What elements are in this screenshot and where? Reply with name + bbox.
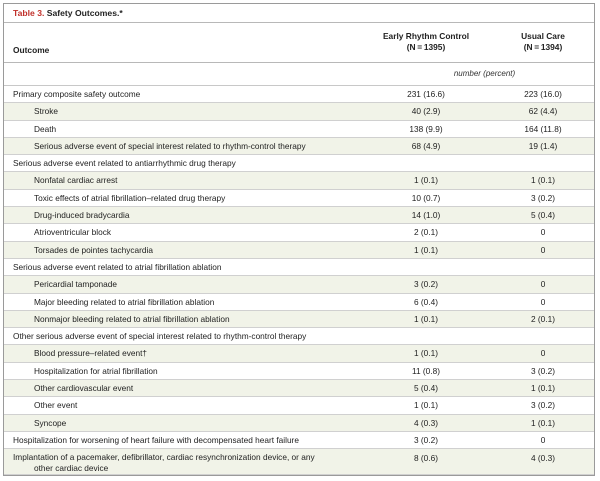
row-label: Death [34, 123, 57, 134]
header-usual-n: (N = 1394) [523, 42, 563, 52]
unit-label: number (percent) [453, 69, 516, 78]
cell-early-rhythm-control: 1 (0.1) [414, 313, 438, 324]
cell-usual-care: 0 [540, 244, 546, 255]
table-row: Implantation of a pacemaker, defibrillat… [4, 449, 594, 476]
table-frame: Table 3. Safety Outcomes.* Outcome Early… [3, 3, 595, 476]
cell-usual-care: 0 [540, 296, 546, 307]
row-label: Serious adverse event related to antiarr… [13, 158, 236, 169]
cell-usual-care: 164 (11.8) [524, 123, 562, 134]
cell-early-rhythm-control: 68 (4.9) [411, 140, 441, 151]
header-early-rhythm-control: Early Rhythm Control (N = 1395) [371, 31, 481, 53]
cell-early-rhythm-control: 138 (9.9) [409, 123, 443, 134]
row-label-continuation: other cardiac device [34, 463, 109, 474]
row-label: Pericardial tamponade [34, 279, 118, 290]
table-row: Serious adverse event of special interes… [4, 137, 594, 156]
cell-early-rhythm-control: 4 (0.3) [414, 417, 438, 428]
row-label: Serious adverse event of special interes… [34, 140, 306, 151]
table-row: Death 138 (9.9) 164 (11.8) [4, 121, 594, 138]
header-early-n: (N = 1395) [406, 42, 446, 52]
cell-usual-care: 223 (16.0) [524, 89, 562, 99]
cell-early-rhythm-control: 8 (0.6) [414, 453, 438, 464]
row-label: Nonmajor bleeding related to atrial fibr… [34, 313, 230, 324]
cell-usual-care: 1 (0.1) [531, 175, 555, 186]
row-label: Implantation of a pacemaker, defibrillat… [13, 452, 363, 474]
table-row: Serious adverse event related to antiarr… [4, 155, 594, 173]
table-row: Stroke 40 (2.9) 62 (4.4) [4, 103, 594, 121]
cell-usual-care: 0 [540, 434, 546, 445]
cell-usual-care: 1 (0.1) [531, 417, 555, 428]
table-row: Blood pressure–related event† 1 (0.1) 0 [4, 345, 594, 363]
cell-usual-care: 5 (0.4) [531, 210, 555, 221]
table-row: Major bleeding related to atrial fibrill… [4, 294, 594, 311]
table-row: Other serious adverse event of special i… [4, 328, 594, 346]
cell-usual-care: 4 (0.3) [531, 453, 555, 464]
table-row: Hospitalization for worsening of heart f… [4, 432, 594, 450]
cell-usual-care: 62 (4.4) [528, 106, 558, 117]
cell-early-rhythm-control: 10 (0.7) [411, 192, 441, 203]
header-early-name: Early Rhythm Control [382, 31, 470, 41]
unit-row: number (percent) [4, 63, 594, 86]
cell-usual-care: 0 [540, 348, 546, 359]
cell-usual-care: 3 (0.2) [531, 400, 555, 411]
table-row: Syncope 4 (0.3) 1 (0.1) [4, 414, 594, 432]
table-caption: Table 3. Safety Outcomes.* [4, 4, 594, 23]
row-label: Primary composite safety outcome [13, 89, 141, 99]
cell-early-rhythm-control: 1 (0.1) [414, 400, 438, 411]
cell-usual-care: 19 (1.4) [528, 140, 558, 151]
cell-early-rhythm-control: 5 (0.4) [414, 383, 438, 394]
table-row: Drug-induced bradycardia 14 (1.0) 5 (0.4) [4, 207, 594, 225]
row-label: Toxic effects of atrial fibrillation–rel… [34, 192, 226, 203]
table-row: Nonfatal cardiac arrest 1 (0.1) 1 (0.1) [4, 172, 594, 190]
table-row: Atrioventricular block 2 (0.1) 0 [4, 224, 594, 242]
cell-early-rhythm-control: 1 (0.1) [414, 244, 438, 255]
cell-early-rhythm-control: 11 (0.8) [412, 365, 440, 376]
table-row: Serious adverse event related to atrial … [4, 259, 594, 277]
row-label: Stroke [34, 106, 58, 117]
table-body: Primary composite safety outcome 231 (16.… [4, 86, 594, 476]
row-label: Torsades de pointes tachycardia [34, 244, 153, 255]
row-label: Hospitalization for atrial fibrillation [34, 365, 158, 376]
header-usual-name: Usual Care [521, 31, 565, 41]
row-label: Syncope [34, 417, 67, 428]
table-row: Primary composite safety outcome 231 (16.… [4, 86, 594, 104]
table-title: Safety Outcomes.* [46, 8, 123, 18]
table-row: Toxic effects of atrial fibrillation–rel… [4, 190, 594, 208]
cell-usual-care: 0 [540, 227, 546, 238]
cell-early-rhythm-control: 14 (1.0) [411, 210, 441, 221]
table-row: Other event 1 (0.1) 3 (0.2) [4, 397, 594, 415]
cell-early-rhythm-control: 6 (0.4) [414, 296, 438, 307]
row-label: Drug-induced bradycardia [34, 210, 130, 221]
table-number: Table 3. [13, 8, 45, 18]
row-label: Other cardiovascular event [34, 383, 134, 394]
cell-early-rhythm-control: 3 (0.2) [414, 279, 438, 290]
header-usual-care: Usual Care (N = 1394) [488, 31, 598, 53]
row-label: Atrioventricular block [34, 227, 112, 238]
header-outcome: Outcome [13, 45, 50, 55]
table-row: Other cardiovascular event 5 (0.4) 1 (0.1) [4, 380, 594, 398]
cell-early-rhythm-control: 40 (2.9) [411, 106, 441, 117]
row-label-line: Implantation of a pacemaker, defibrillat… [13, 452, 315, 463]
cell-early-rhythm-control: 2 (0.1) [414, 227, 438, 238]
table-row: Nonmajor bleeding related to atrial fibr… [4, 310, 594, 329]
table-row: Pericardial tamponade 3 (0.2) 0 [4, 276, 594, 294]
cell-early-rhythm-control: 1 (0.1) [414, 348, 438, 359]
table-header: Outcome Early Rhythm Control (N = 1395) … [4, 23, 594, 63]
cell-usual-care: 1 (0.1) [531, 383, 555, 394]
cell-early-rhythm-control: 3 (0.2) [414, 434, 438, 445]
row-label: Serious adverse event related to atrial … [13, 261, 222, 272]
cell-usual-care: 3 (0.2) [531, 192, 555, 203]
table-row: Hospitalization for atrial fibrillation 1… [4, 363, 594, 381]
cell-early-rhythm-control: 1 (0.1) [414, 175, 438, 186]
cell-usual-care: 0 [540, 279, 546, 290]
cell-usual-care: 3 (0.2) [531, 365, 555, 376]
row-label: Other event [34, 400, 78, 411]
row-label: Other serious adverse event of special i… [13, 331, 307, 342]
cell-usual-care: 2 (0.1) [531, 313, 555, 324]
row-label: Hospitalization for worsening of heart f… [13, 434, 299, 445]
cell-early-rhythm-control: 231 (16.6) [407, 89, 445, 99]
row-label: Major bleeding related to atrial fibrill… [34, 296, 215, 307]
row-label: Blood pressure–related event† [34, 348, 148, 359]
table-row: Torsades de pointes tachycardia 1 (0.1) 0 [4, 241, 594, 259]
row-label: Nonfatal cardiac arrest [34, 175, 118, 186]
